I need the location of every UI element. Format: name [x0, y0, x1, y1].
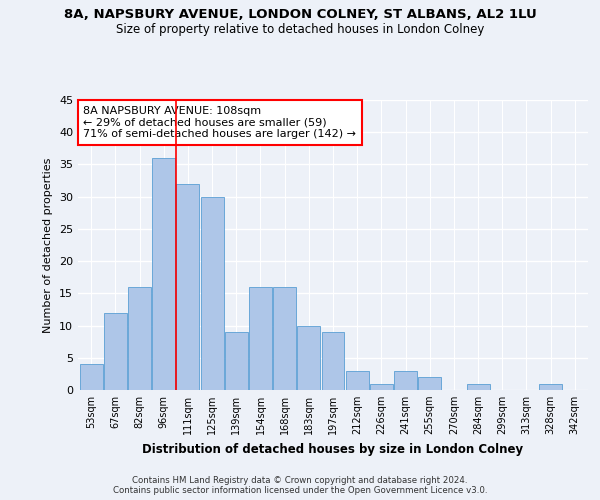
Text: 8A NAPSBURY AVENUE: 108sqm
← 29% of detached houses are smaller (59)
71% of semi: 8A NAPSBURY AVENUE: 108sqm ← 29% of deta…	[83, 106, 356, 139]
Bar	[128, 287, 151, 390]
Bar	[249, 287, 272, 390]
Bar	[370, 384, 393, 390]
Bar	[394, 370, 417, 390]
Bar	[273, 287, 296, 390]
Bar	[539, 384, 562, 390]
Text: Size of property relative to detached houses in London Colney: Size of property relative to detached ho…	[116, 22, 484, 36]
Bar	[298, 326, 320, 390]
Bar	[346, 370, 368, 390]
Bar	[80, 364, 103, 390]
Text: Contains HM Land Registry data © Crown copyright and database right 2024.
Contai: Contains HM Land Registry data © Crown c…	[113, 476, 487, 495]
Text: Distribution of detached houses by size in London Colney: Distribution of detached houses by size …	[142, 442, 524, 456]
Bar	[418, 377, 441, 390]
Bar	[104, 312, 127, 390]
Bar	[152, 158, 175, 390]
Bar	[200, 196, 224, 390]
Bar	[176, 184, 199, 390]
Y-axis label: Number of detached properties: Number of detached properties	[43, 158, 53, 332]
Bar	[322, 332, 344, 390]
Bar	[225, 332, 248, 390]
Bar	[467, 384, 490, 390]
Text: 8A, NAPSBURY AVENUE, LONDON COLNEY, ST ALBANS, AL2 1LU: 8A, NAPSBURY AVENUE, LONDON COLNEY, ST A…	[64, 8, 536, 20]
